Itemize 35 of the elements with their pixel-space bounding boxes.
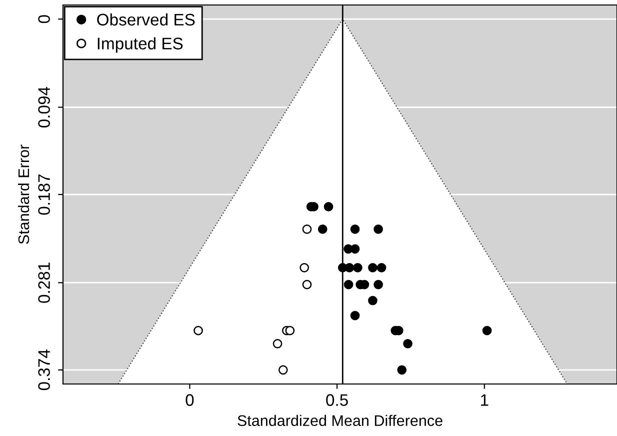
- point: [302, 224, 312, 234]
- point: [482, 326, 492, 336]
- point: [374, 224, 383, 234]
- point: [344, 280, 354, 290]
- legend-label: Observed ES: [97, 13, 195, 26]
- y-axis-title: Standard Error: [18, 144, 30, 244]
- point: [368, 296, 378, 306]
- point: [272, 338, 282, 348]
- y-tick-label: 0.281: [38, 262, 50, 303]
- point: [278, 365, 288, 375]
- point: [194, 326, 203, 336]
- y-tick-label: 0.094: [38, 86, 50, 128]
- point: [302, 280, 312, 290]
- y-tick-label: 0.187: [38, 174, 50, 215]
- x-axis-title: Standardized Mean Difference: [238, 414, 442, 426]
- point: [344, 263, 354, 272]
- x-tick-label: 0.5: [326, 394, 348, 406]
- point: [403, 338, 412, 348]
- x-tick-label: 0: [186, 394, 194, 406]
- point: [368, 263, 378, 272]
- x-tick-label: 1: [481, 394, 488, 406]
- y-tick-label: 0: [38, 15, 50, 24]
- point: [376, 263, 386, 272]
- point: [300, 263, 310, 272]
- y-tick-label: 0.374: [38, 350, 50, 390]
- point: [350, 244, 360, 254]
- legend-label: Imputed ES: [98, 37, 183, 53]
- point: [350, 224, 360, 234]
- point: [285, 326, 295, 336]
- point: [353, 263, 362, 272]
- point: [318, 224, 328, 234]
- point: [350, 310, 360, 320]
- point: [324, 202, 334, 212]
- point: [374, 280, 383, 290]
- point: [397, 365, 407, 375]
